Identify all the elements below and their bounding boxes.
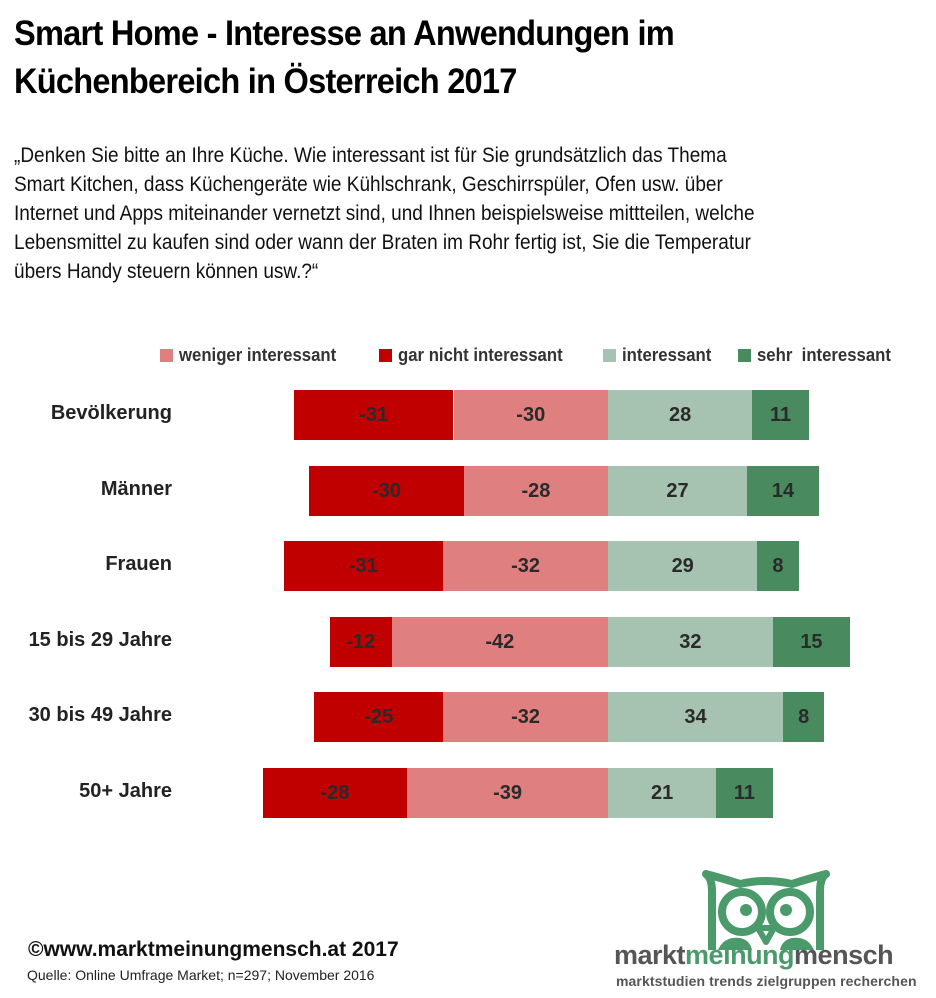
data-label: -31 (359, 403, 389, 426)
chart-title-line-2: Küchenbereich in Österreich 2017 (14, 62, 517, 101)
data-label: -32 (511, 554, 541, 577)
category-label: Bevölkerung (50, 402, 172, 424)
bar-interessant-30-bis-49-jahre: 34 (608, 692, 784, 742)
data-label: -32 (511, 705, 541, 728)
bar-gar-nicht-50-jahre: -28 (262, 768, 408, 818)
chart-legend: weniger interessant gar nicht interessan… (0, 345, 936, 369)
survey-question: „Denken Sie bitte an Ihre Küche. Wie int… (14, 141, 919, 286)
bar-interessant-männer: 27 (608, 466, 748, 516)
bar-interessant-frauen: 29 (608, 541, 758, 591)
legend-item-gar-nicht: gar nicht interessant (379, 345, 575, 366)
bar-interessant-50-jahre: 21 (608, 768, 717, 818)
owl-icon (702, 870, 830, 950)
data-label: 34 (684, 705, 707, 728)
bar-gar-nicht-30-bis-49-jahre: -25 (314, 692, 444, 742)
data-label: 21 (650, 781, 674, 804)
logo-word-mensch: mensch (794, 940, 894, 970)
logo-word-meinung: meinung (685, 940, 795, 970)
bar-weniger-15-bis-29-jahre: -42 (391, 617, 608, 667)
survey-question-line-5: übers Handy steuern können usw.?“ (14, 260, 319, 283)
bar-gar-nicht-männer: -30 (309, 466, 464, 516)
category-label: Männer (100, 478, 172, 500)
data-label: -28 (320, 781, 350, 804)
data-label: -12 (346, 630, 376, 653)
legend-label-interessant: interessant (622, 345, 712, 365)
data-label: 11 (769, 403, 792, 426)
bar-sehr-30-bis-49-jahre: 8 (783, 692, 825, 742)
survey-question-line-4: Lebensmittel zu kaufen sind oder wann de… (14, 231, 752, 254)
data-label: -30 (372, 479, 401, 502)
legend-swatch-interessant (603, 349, 616, 362)
bar-sehr-15-bis-29-jahre: 15 (772, 617, 851, 667)
category-label: 50+ Jahre (79, 780, 172, 802)
category-label: Frauen (105, 553, 172, 575)
data-label: 14 (771, 479, 795, 502)
legend-item-interessant: interessant (603, 345, 718, 366)
legend-swatch-weniger (160, 349, 173, 362)
bar-sehr-bevölkerung: 11 (752, 390, 809, 440)
data-label: 27 (666, 479, 689, 502)
bar-weniger-bevölkerung: -30 (453, 390, 608, 440)
data-label: 28 (668, 403, 692, 426)
bar-weniger-frauen: -32 (443, 541, 608, 591)
data-label: -25 (364, 705, 394, 728)
chart-title: Smart Home - Interesse an Anwendungen im… (14, 10, 851, 106)
bar-gar-nicht-bevölkerung: -31 (293, 390, 454, 440)
legend-label-sehr: sehr interessant (757, 345, 891, 365)
logo-word-markt: markt (614, 940, 686, 970)
bar-interessant-15-bis-29-jahre: 32 (608, 617, 773, 667)
legend-swatch-gar-nicht (379, 349, 392, 362)
legend-label-gar-nicht: gar nicht interessant (398, 345, 563, 365)
bar-interessant-bevölkerung: 28 (608, 390, 753, 440)
bar-sehr-männer: 14 (747, 466, 820, 516)
data-label: 8 (772, 554, 784, 577)
category-label: 30 bis 49 Jahre (28, 704, 172, 726)
survey-question-line-2: Smart Kitchen, dass Küchengeräte wie Küh… (14, 173, 723, 196)
data-label: -31 (348, 554, 378, 577)
data-label: -42 (485, 630, 515, 653)
survey-question-line-3: Internet und Apps miteinander vernetzt s… (14, 202, 755, 225)
bar-sehr-frauen: 8 (757, 541, 799, 591)
bar-gar-nicht-frauen: -31 (283, 541, 444, 591)
legend-swatch-sehr (738, 349, 751, 362)
data-label: -39 (493, 781, 522, 804)
footer-copyright: ©www.marktmeinungmensch.at 2017 (28, 938, 399, 961)
data-label: 15 (800, 630, 823, 653)
bar-weniger-50-jahre: -39 (407, 768, 608, 818)
data-label: -30 (516, 403, 546, 426)
legend-item-sehr: sehr interessant (738, 345, 901, 366)
survey-question-line-1: „Denken Sie bitte an Ihre Küche. Wie int… (14, 144, 727, 167)
bar-weniger-männer: -28 (463, 466, 608, 516)
bar-weniger-30-bis-49-jahre: -32 (443, 692, 608, 742)
data-label: 8 (798, 705, 810, 728)
data-label: 11 (733, 781, 756, 804)
legend-label-weniger: weniger interessant (179, 345, 337, 365)
bar-gar-nicht-15-bis-29-jahre: -12 (329, 617, 392, 667)
data-label: -28 (521, 479, 551, 502)
data-label: 32 (679, 630, 702, 653)
logo-tagline: marktstudien trends zielgruppen recherch… (616, 973, 917, 989)
legend-item-weniger: weniger interessant (160, 345, 348, 366)
data-label: 29 (671, 554, 694, 577)
bar-sehr-50-jahre: 11 (716, 768, 773, 818)
footer-source: Quelle: Online Umfrage Market; n=297; No… (27, 967, 375, 983)
logo-wordmark: marktmeinungmensch (614, 940, 894, 971)
category-label: 15 bis 29 Jahre (28, 629, 172, 651)
brand-logo: marktmeinungmensch marktstudien trends z… (612, 870, 922, 995)
chart-title-line-1: Smart Home - Interesse an Anwendungen im (14, 14, 675, 53)
